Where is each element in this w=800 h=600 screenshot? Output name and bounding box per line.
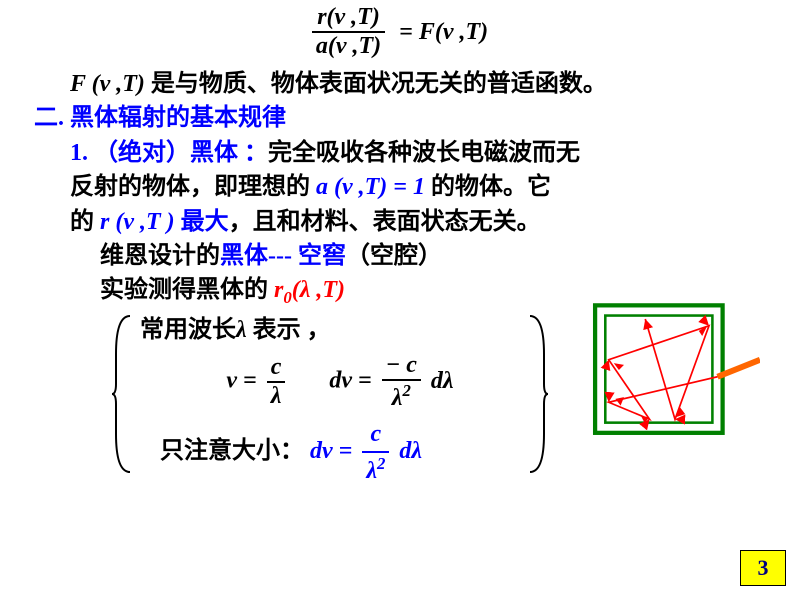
cavity-diagram	[590, 290, 760, 455]
body1-line1: 1. （绝对）黑体 ：完全吸收各种波长电磁波而无	[30, 137, 770, 169]
eq-den: a(ν ,T)	[312, 33, 385, 60]
wien-a: 维恩设计的	[100, 243, 220, 269]
eq3-den: λ2	[362, 453, 389, 487]
eq-rhs: = F(ν ,T)	[399, 19, 488, 45]
wien-b: 黑体--- 空窖	[220, 243, 346, 269]
section-heading: 二. 黑体辐射的基本规律	[30, 102, 770, 134]
f-text: 是与物质、物体表面状况无关的普适函数。	[145, 71, 607, 97]
bt1a: 常用波长	[140, 317, 236, 343]
bt2: 只注意大小：	[160, 438, 304, 464]
right-bracket-icon	[526, 314, 550, 474]
bracket-text1: 常用波长λ 表示 ，	[140, 314, 540, 346]
eq3-rhs: dλ	[399, 438, 422, 464]
eq2-lhs: dν =	[329, 368, 371, 394]
eq1-den: λ	[267, 383, 286, 410]
exp-b: r	[274, 277, 283, 303]
top-equation: r(ν ,T) a(ν ,T) = F(ν ,T)	[30, 4, 770, 60]
exp-bsub: 0	[283, 288, 291, 307]
eq2-den: λ2	[382, 381, 421, 412]
eq1-num: c	[267, 354, 286, 383]
page-number: 3	[740, 550, 786, 586]
bracket-eq-row1: ν = c λ dν = − c λ2 dλ	[140, 352, 540, 412]
eq1-lhs: ν =	[226, 368, 256, 394]
b1-p2c: 的物体。它	[431, 174, 551, 200]
exp-c: (λ ,T)	[292, 277, 345, 303]
exp-a: 实验测得黑体的	[100, 277, 274, 303]
b1-p3b: r (ν ,T )	[100, 209, 181, 235]
f-line: F (ν ,T) 是与物质、物体表面状况无关的普适函数。	[30, 68, 770, 100]
b1-p3c: 最大	[181, 209, 229, 235]
body1-line2: 反射的物体，即理想的 a (ν ,T) = 1 的物体。它	[30, 171, 770, 203]
wien-c: （空腔）	[346, 243, 442, 269]
bt1b: λ	[236, 317, 247, 343]
bracket-block: 常用波长λ 表示 ， ν = c λ dν = − c λ2 dλ 只注意大小：	[110, 314, 540, 487]
left-bracket-icon	[110, 314, 134, 474]
body1-line3: 的 r (ν ,T ) 最大，且和材料、表面状态无关。	[30, 206, 770, 238]
wien-line: 维恩设计的黑体--- 空窖（空腔）	[30, 240, 770, 272]
eq3-lhs: dν =	[310, 438, 352, 464]
bracket-text2: 只注意大小： dν = c λ2 dλ	[140, 418, 540, 487]
f-lhs: F (ν ,T)	[70, 71, 145, 97]
b1-p2a: 反射的物体，即理想的	[70, 174, 316, 200]
b1-p3a: 的	[70, 209, 100, 235]
eq3-num: c	[362, 418, 389, 452]
b1-p1a: 1. （绝对）黑体 ：	[70, 140, 268, 166]
bt1c: 表示 ，	[247, 317, 331, 343]
b1-p2b: a (ν ,T) = 1	[316, 174, 431, 200]
eq2-num: − c	[382, 352, 421, 381]
eq2-rhs: dλ	[431, 368, 454, 394]
b1-p1b: 完全吸收各种波长电磁波而无	[268, 140, 580, 166]
b1-p3d: ，且和材料、表面状态无关。	[229, 209, 541, 235]
eq-num: r(ν ,T)	[312, 4, 385, 33]
